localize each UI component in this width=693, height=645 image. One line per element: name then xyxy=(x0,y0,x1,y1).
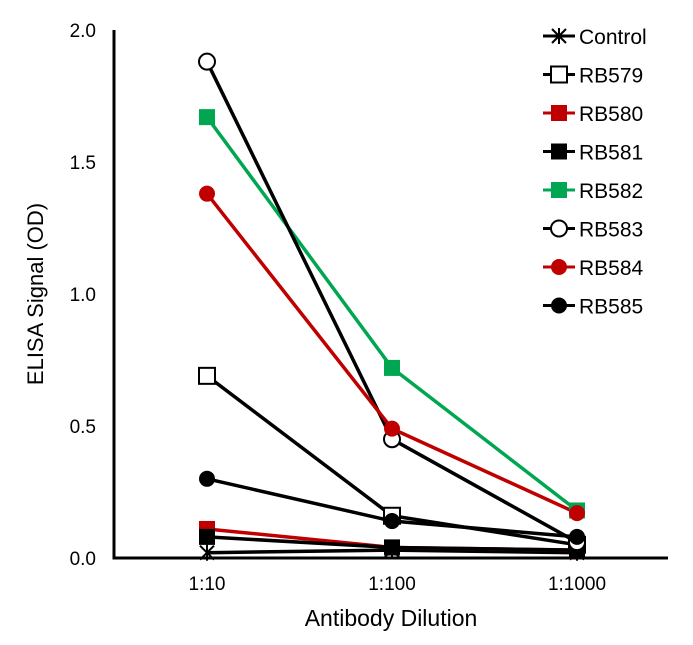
series-lines xyxy=(205,60,579,555)
legend-label: RB583 xyxy=(579,219,643,242)
data-point-rb585 xyxy=(569,528,585,545)
legend-marker xyxy=(551,105,567,121)
legend-marker xyxy=(550,65,568,84)
legend-item: RB585 xyxy=(543,296,643,319)
legend-marker-shape xyxy=(551,297,567,314)
marker-shape xyxy=(550,65,568,84)
y-axis-label: ELISA Signal (OD) xyxy=(23,203,48,385)
marker-shape xyxy=(199,528,215,545)
legend-marker-shape xyxy=(551,182,567,198)
legend-marker xyxy=(551,297,567,314)
marker-shape xyxy=(551,105,567,121)
x-tick-label: 1:1000 xyxy=(548,574,606,595)
legend-item: RB579 xyxy=(543,65,643,88)
x-tick-label: 1:100 xyxy=(368,574,416,595)
marker-shape xyxy=(551,297,567,314)
legend-marker xyxy=(551,259,567,275)
data-point-rb583 xyxy=(198,52,216,71)
marker-shape xyxy=(569,528,585,545)
marker-shape xyxy=(384,513,400,530)
marker-shape xyxy=(384,420,400,437)
legend-label: RB585 xyxy=(579,296,643,319)
legend-label: Control xyxy=(579,26,647,49)
x-axis-label: Antibody Dilution xyxy=(305,605,478,631)
data-point-rb582 xyxy=(199,109,215,126)
marker-shape xyxy=(198,52,216,71)
data-point-rb584 xyxy=(199,185,215,202)
data-point-rb585 xyxy=(384,513,400,530)
data-point-rb584 xyxy=(384,420,400,437)
data-point-rb582 xyxy=(384,359,400,376)
legend-label: RB584 xyxy=(579,257,644,280)
legend-marker xyxy=(551,28,567,44)
legend-marker-shape xyxy=(551,28,567,44)
legend-item: RB584 xyxy=(543,257,644,280)
legend-item: Control xyxy=(543,26,647,49)
marker-shape xyxy=(551,182,567,198)
x-tick-labels: 1:10 1:100 1:1000 xyxy=(189,574,607,595)
legend-marker-shape xyxy=(551,105,567,121)
data-point-rb579 xyxy=(198,366,216,385)
legend-marker-shape xyxy=(551,143,567,160)
legend-label: RB581 xyxy=(579,142,643,165)
legend-item: RB580 xyxy=(543,103,643,126)
data-point-rb581 xyxy=(384,539,400,556)
series-line-rb583 xyxy=(205,60,578,544)
marker-shape xyxy=(569,505,585,522)
legend-marker xyxy=(551,143,567,160)
legend-marker xyxy=(551,182,567,198)
data-point-rb585 xyxy=(199,470,215,487)
legend-item: RB582 xyxy=(543,180,643,203)
legend-marker xyxy=(550,219,568,238)
marker-shape xyxy=(199,185,215,202)
data-point-rb584 xyxy=(569,505,585,522)
marker-shape xyxy=(384,359,400,376)
legend-marker-shape xyxy=(551,259,567,275)
legend: Control RB579 RB580 RB581 RB582 RB583 RB584 RB5… xyxy=(543,26,647,319)
marker-shape xyxy=(550,219,568,238)
legend-marker-shape xyxy=(550,219,568,238)
marker-shape xyxy=(199,470,215,487)
legend-label: RB582 xyxy=(579,180,643,203)
marker-shape xyxy=(384,539,400,556)
marker-shape xyxy=(199,109,215,126)
y-tick-label: 1.0 xyxy=(70,285,96,306)
legend-marker-shape xyxy=(550,65,568,84)
y-tick-label: 1.5 xyxy=(70,153,96,174)
y-tick-labels: 0.0 0.5 1.0 1.5 2.0 xyxy=(70,21,96,570)
y-tick-label: 2.0 xyxy=(70,21,96,42)
x-tick-label: 1:10 xyxy=(189,574,226,595)
marker-shape xyxy=(551,143,567,160)
legend-label: RB580 xyxy=(579,103,643,126)
legend-item: RB583 xyxy=(543,219,643,242)
legend-label: RB579 xyxy=(579,65,643,88)
y-tick-label: 0.5 xyxy=(70,417,96,438)
series-line-rb584 xyxy=(205,192,578,515)
data-point-rb581 xyxy=(199,528,215,545)
data-point-control xyxy=(199,544,215,561)
y-tick-label: 0.0 xyxy=(70,549,96,570)
marker-shape xyxy=(551,259,567,275)
legend-item: RB581 xyxy=(543,142,643,165)
marker-shape xyxy=(198,366,216,385)
series-markers xyxy=(198,52,586,561)
